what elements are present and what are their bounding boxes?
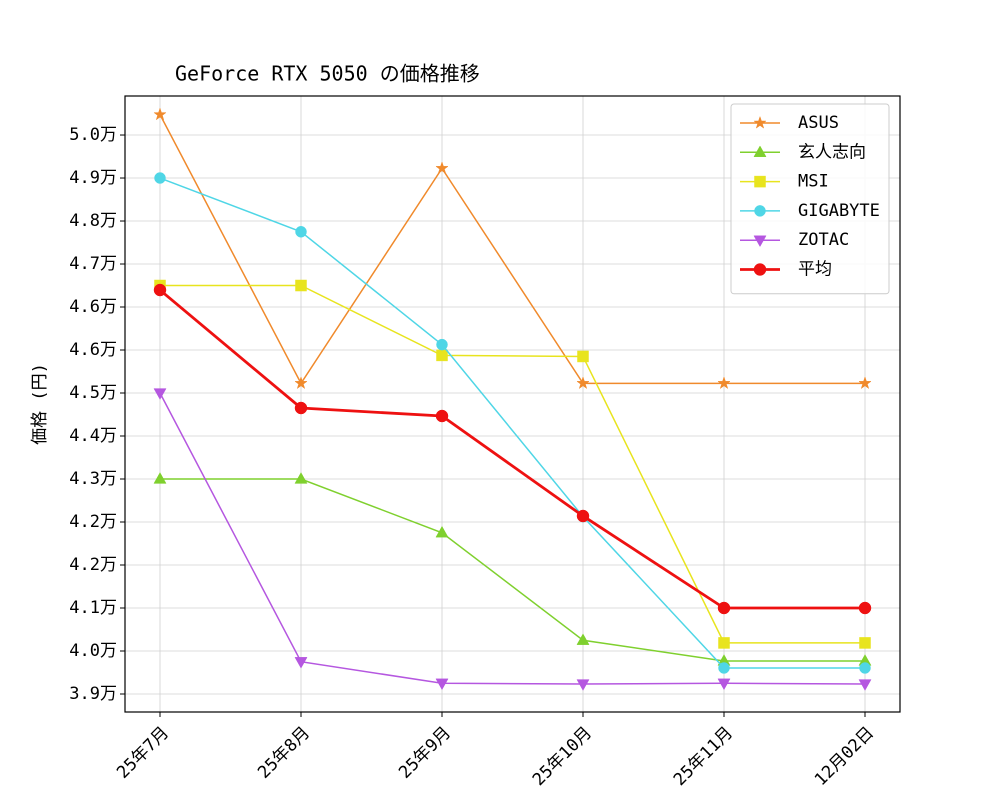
series-line xyxy=(160,284,865,644)
data-point xyxy=(154,172,166,184)
data-point xyxy=(717,601,731,615)
y-tick-label: 4.7万 xyxy=(69,254,117,274)
y-tick-label: 4.4万 xyxy=(69,426,117,446)
legend-label: ZOTAC xyxy=(798,230,849,250)
y-tick-label: 4.0万 xyxy=(69,641,117,661)
data-point xyxy=(576,376,590,390)
data-point xyxy=(153,283,167,297)
y-tick-label: 4.6万 xyxy=(69,297,117,317)
data-point xyxy=(858,679,872,691)
y-tick-label: 4.2万 xyxy=(69,555,117,575)
y-tick-label: 4.8万 xyxy=(69,211,117,231)
data-point xyxy=(858,376,872,390)
data-point xyxy=(436,349,448,362)
y-tick-label: 4.2万 xyxy=(69,512,117,532)
legend-label: 平均 xyxy=(798,260,832,280)
data-point xyxy=(435,161,449,175)
series-line xyxy=(159,288,865,610)
y-tick-label: 4.1万 xyxy=(69,598,117,618)
data-point xyxy=(717,376,731,390)
series-line xyxy=(159,177,865,669)
data-point xyxy=(294,657,308,669)
data-point xyxy=(859,637,871,649)
data-point xyxy=(435,678,449,691)
y-tick-label: 4.6万 xyxy=(69,340,117,360)
legend-label: 玄人志向 xyxy=(798,142,866,162)
chart-title: GeForce RTX 5050 の価格推移 xyxy=(175,62,480,86)
data-point xyxy=(576,509,590,523)
data-point xyxy=(295,226,307,238)
data-point xyxy=(435,409,449,423)
data-point xyxy=(153,107,167,121)
data-point xyxy=(577,350,589,363)
legend-marker xyxy=(753,263,767,276)
series-line xyxy=(159,392,866,685)
data-point xyxy=(436,338,448,351)
plot-frame xyxy=(124,95,901,713)
data-point xyxy=(858,601,872,615)
data-point xyxy=(717,678,731,691)
legend-label: MSI xyxy=(798,172,829,192)
y-tick-label: 5.0万 xyxy=(69,125,117,145)
legend-box xyxy=(730,103,890,295)
y-tick-label: 4.3万 xyxy=(69,469,117,489)
legend-label: GIGABYTE xyxy=(798,201,880,221)
y-tick-label: 4.9万 xyxy=(69,168,117,188)
data-point xyxy=(718,662,730,674)
data-point xyxy=(576,679,590,691)
legend-label: ASUS xyxy=(798,113,839,133)
data-point xyxy=(576,633,590,645)
legend-marker xyxy=(753,115,767,129)
data-point xyxy=(294,401,308,415)
data-point xyxy=(153,388,167,400)
data-point xyxy=(295,279,307,292)
y-tick-label: 4.5万 xyxy=(69,383,117,403)
series-line xyxy=(159,114,865,385)
data-point xyxy=(718,637,730,649)
y-tick-label: 3.9万 xyxy=(69,684,117,704)
legend-marker xyxy=(753,145,767,157)
legend-marker xyxy=(754,175,766,188)
legend-marker xyxy=(753,235,767,248)
data-point xyxy=(435,525,449,538)
data-point xyxy=(294,376,308,390)
y-axis-label: 価格 (円) xyxy=(30,363,50,445)
data-point xyxy=(859,662,871,674)
series-line xyxy=(160,478,865,662)
data-point xyxy=(294,472,308,484)
legend-marker xyxy=(754,205,766,217)
data-point xyxy=(153,472,167,484)
